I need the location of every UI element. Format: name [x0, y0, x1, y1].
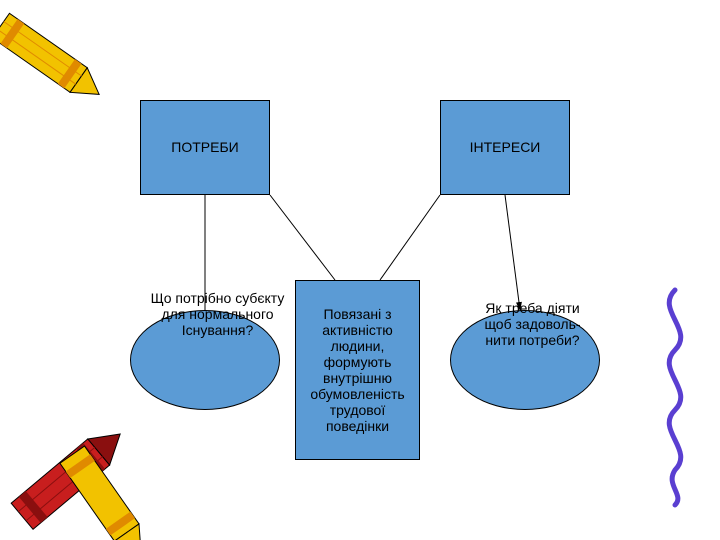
- node-center-label: Повязані з активністю людини, формують в…: [300, 306, 415, 435]
- label-right-question: Як треба діяти щоб задоволь-нити потреби…: [475, 300, 590, 348]
- node-potreby: ПОТРЕБИ: [140, 100, 270, 195]
- crayon-yellow-top: [0, 0, 120, 130]
- node-interesy-label: ІНТЕРЕСИ: [470, 139, 541, 155]
- squiggle-decoration: [635, 280, 715, 510]
- node-interesy: ІНТЕРЕСИ: [440, 100, 570, 195]
- node-center: Повязані з активністю людини, формують в…: [295, 280, 420, 460]
- diagram-canvas: ПОТРЕБИ ІНТЕРЕСИ Повязані з активністю л…: [0, 0, 720, 540]
- node-potreby-label: ПОТРЕБИ: [171, 139, 238, 155]
- label-left-question: Що потрібно субєкту для нормального Існу…: [150, 290, 285, 338]
- crayon-yellow-bottom: [30, 430, 180, 540]
